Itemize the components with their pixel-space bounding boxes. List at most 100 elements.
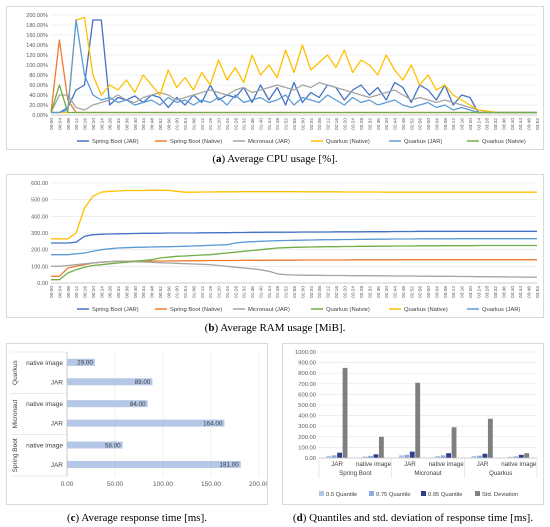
- x-tick-label: 02:52: [409, 286, 415, 298]
- x-tick-label: 00:56: [166, 118, 172, 130]
- response-time-caption: (c) Average response time [ms].: [66, 512, 207, 524]
- x-tick-label: 03:16: [460, 286, 466, 298]
- bar-value-label: 84.00: [130, 401, 146, 408]
- quantile-bar: [471, 456, 477, 458]
- x-tick-label: 01:52: [284, 118, 290, 130]
- legend-label: Spring Boot (Native): [170, 307, 222, 313]
- x-tick-label: 03:20: [468, 118, 474, 130]
- y-tick-label: 900.00: [298, 361, 316, 367]
- y-tick-label: 180.00%: [26, 23, 48, 29]
- x-tick-label: 02:48: [401, 286, 407, 298]
- bar-value-label: 58.00: [105, 442, 121, 449]
- x-tick-label: 01:28: [233, 118, 239, 130]
- quantiles-panel: 0.00 100.00 200.00 300.00 400.00 500.00 600.00…: [282, 343, 544, 505]
- x-tick-label: 150.00: [201, 481, 221, 488]
- quantile-bar: [518, 454, 524, 458]
- category-label: JAR: [477, 461, 489, 468]
- x-tick-label: 02:56: [418, 286, 424, 298]
- cpu-chart-caption: (a) Average CPU usage [%].: [212, 153, 338, 165]
- x-tick-label: 02:12: [326, 286, 332, 298]
- x-tick-label: 02:40: [384, 118, 390, 130]
- x-tick-label: 00:32: [116, 118, 122, 130]
- x-tick-label: 01:36: [250, 286, 256, 298]
- legend-swatch: [369, 491, 374, 496]
- x-tick-label: 00:16: [83, 118, 89, 130]
- x-tick-label: 03:52: [535, 286, 541, 298]
- quantile-bar: [409, 451, 415, 458]
- bar-category-label: native image: [26, 443, 63, 450]
- bar-category-label: JAR: [51, 379, 64, 386]
- x-tick-label: 02:12: [326, 118, 332, 130]
- bar-value-label: 29.00: [77, 360, 93, 367]
- quantile-bar: [524, 453, 530, 458]
- x-tick-label: 00:44: [141, 286, 147, 298]
- x-tick-label: 00:08: [66, 286, 72, 298]
- group-label: Micronaut: [12, 400, 19, 429]
- legend-label: Spring Boot (JAR): [92, 139, 139, 145]
- y-tick-label: 400.00: [298, 414, 316, 420]
- x-tick-label: 03:28: [485, 118, 491, 130]
- response-bar: [67, 358, 95, 366]
- group-label: Quarkus: [489, 470, 512, 477]
- x-tick-label: 03:04: [434, 286, 440, 298]
- legend-label: Micronaut (JAR): [248, 307, 290, 313]
- x-tick-label: 03:44: [518, 118, 524, 130]
- x-tick-label: 03:44: [518, 286, 524, 298]
- x-tick-label: 01:56: [292, 286, 298, 298]
- x-tick-label: 01:44: [267, 118, 273, 130]
- y-tick-label: 100.00%: [26, 63, 48, 69]
- x-tick-label: 0.00: [61, 481, 74, 488]
- x-tick-label: 01:04: [183, 118, 189, 130]
- response-time-panel: 0.00 50.00 100.00 150.00 200.00 Quarkus native…: [6, 343, 269, 505]
- cpu-chart-panel: 0.00% 20.00% 40.00% 60.00% 80.00% 100.00% 120.…: [6, 6, 544, 150]
- y-tick-label: 0.00: [37, 281, 48, 287]
- quantile-bar: [362, 456, 368, 458]
- group-label: Quarkus: [12, 360, 19, 385]
- series-line: [50, 81, 537, 114]
- x-tick-label: 02:28: [359, 286, 365, 298]
- x-tick-label: 02:32: [367, 286, 373, 298]
- quantiles-panel-label: d: [296, 512, 303, 524]
- x-tick-label: 00:32: [116, 286, 122, 298]
- x-tick-label: 02:36: [376, 118, 382, 130]
- quantiles-caption-text: Quantiles and std. deviation of response…: [309, 512, 534, 524]
- x-tick-label: 00:48: [150, 286, 156, 298]
- x-tick-label: 00:08: [66, 118, 72, 130]
- y-tick-label: 300.00: [298, 424, 316, 430]
- x-tick-label: 01:04: [183, 286, 189, 298]
- x-tick-label: 03:24: [476, 118, 482, 130]
- category-label: native image: [429, 461, 465, 468]
- x-tick-label: 01:40: [258, 286, 264, 298]
- y-tick-label: 80.00%: [29, 73, 48, 79]
- quantile-bar: [507, 456, 513, 458]
- x-tick-label: 03:40: [510, 286, 516, 298]
- x-tick-label: 03:04: [434, 118, 440, 130]
- y-tick-label: 600.00: [298, 392, 316, 398]
- x-tick-label: 00:00: [49, 118, 55, 130]
- y-tick-label: 400.00: [31, 214, 48, 220]
- cpu-caption-text: Average CPU usage [%].: [227, 153, 338, 165]
- x-tick-label: 03:16: [460, 118, 466, 130]
- quantile-bar: [404, 454, 410, 458]
- x-tick-label: 200.00: [249, 481, 267, 488]
- y-tick-label: 500.00: [31, 198, 48, 204]
- x-tick-label: 03:12: [451, 286, 457, 298]
- quantile-bar: [373, 454, 379, 458]
- x-tick-label: 03:20: [468, 286, 474, 298]
- quantile-bar: [331, 455, 337, 458]
- x-tick-label: 02:08: [317, 118, 323, 130]
- x-tick-label: 03:48: [527, 118, 533, 130]
- group-label: Micronaut: [414, 470, 441, 477]
- y-tick-label: 100.00: [298, 445, 316, 451]
- x-tick-label: 01:16: [208, 286, 214, 298]
- x-tick-label: 02:36: [376, 286, 382, 298]
- quantile-bar: [415, 382, 421, 458]
- x-tick-label: 02:04: [309, 118, 315, 130]
- legend-label: Quarkus (Native): [404, 307, 448, 313]
- x-tick-label: 02:16: [334, 286, 340, 298]
- x-tick-label: 00:36: [124, 118, 130, 130]
- response-time-bar-chart: 0.00 50.00 100.00 150.00 200.00 Quarkus native…: [11, 351, 269, 488]
- y-tick-label: 600.00: [31, 181, 48, 187]
- x-tick-label: 01:20: [217, 118, 223, 130]
- x-tick-label: 02:24: [351, 118, 357, 130]
